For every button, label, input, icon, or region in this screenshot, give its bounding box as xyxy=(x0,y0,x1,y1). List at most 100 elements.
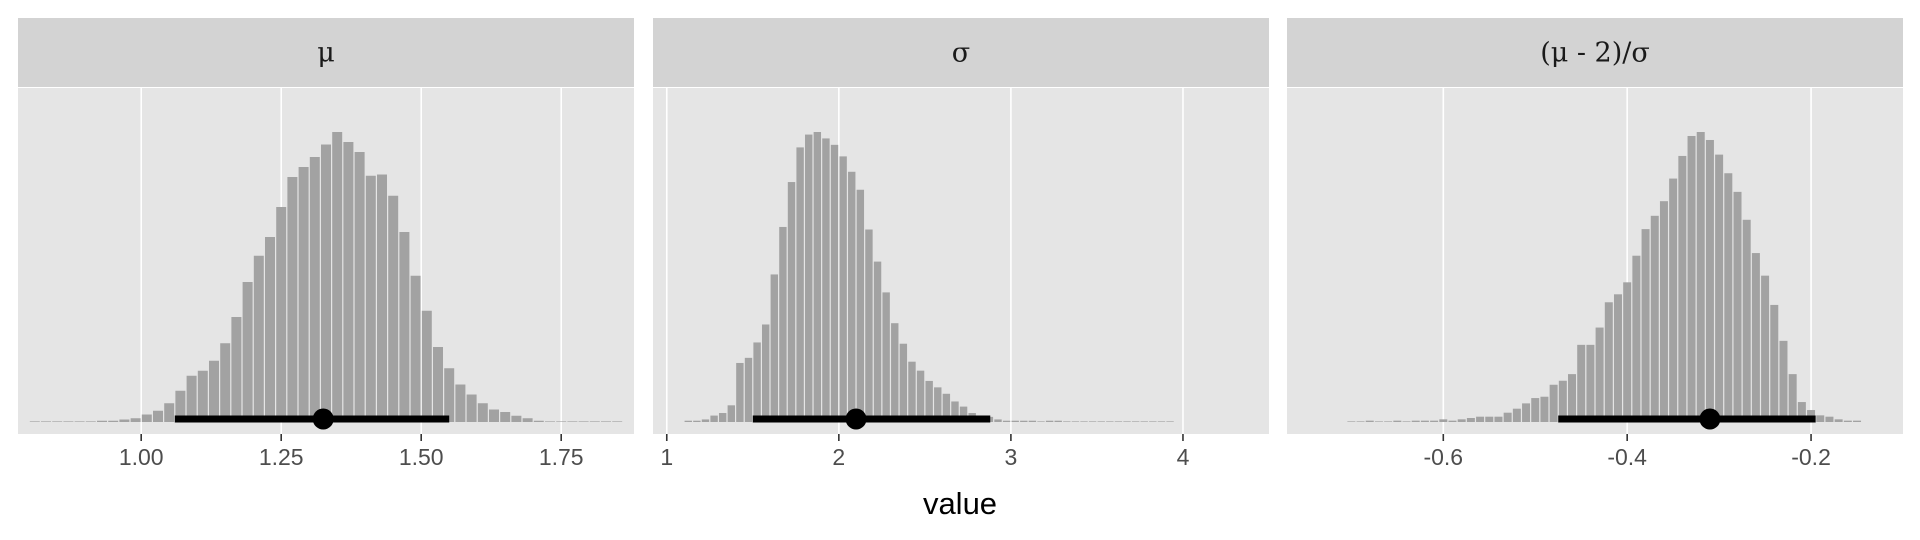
histogram-bar xyxy=(1037,421,1045,422)
histogram-bar xyxy=(1466,418,1475,422)
histogram-bar xyxy=(1430,420,1439,422)
histogram-bar xyxy=(63,421,74,422)
histogram-bar xyxy=(1439,419,1448,422)
histogram-bar xyxy=(1853,420,1862,422)
histogram-bar xyxy=(1586,344,1595,422)
histogram-bar xyxy=(276,207,287,422)
histogram-bar xyxy=(365,175,376,422)
histogram-bar xyxy=(1071,421,1080,422)
x-tick-label: 1.00 xyxy=(119,444,164,470)
histogram-bar xyxy=(1512,408,1521,422)
histogram-bar xyxy=(762,324,770,422)
histogram-bar xyxy=(231,317,242,422)
histogram-bar xyxy=(1114,421,1123,422)
histogram-bar xyxy=(701,419,710,422)
histogram-bar xyxy=(848,171,856,422)
histogram-bar xyxy=(1779,340,1788,422)
facet-panels: μ 1.00 1.25 1.50 1.75 σ 1 2 3 4 (μ - 2)/σ -0.6 -0.4 -… xyxy=(18,18,1903,470)
histogram-bar xyxy=(1080,421,1088,422)
histogram-bar xyxy=(951,401,959,422)
histogram-bar xyxy=(421,310,432,422)
histogram-bar xyxy=(1028,420,1037,422)
histogram-bar xyxy=(332,132,343,422)
histogram-bar xyxy=(601,421,611,422)
histogram-bar xyxy=(1088,421,1097,422)
histogram-bar xyxy=(97,420,107,422)
histogram-bar xyxy=(805,134,813,422)
histogram-bar xyxy=(1063,421,1071,422)
histogram-bar xyxy=(1054,420,1062,422)
histogram-bar xyxy=(388,195,399,422)
histogram-bar xyxy=(684,420,692,422)
histogram-bar xyxy=(1494,416,1503,422)
facet-strip xyxy=(653,18,1269,87)
histogram-bar xyxy=(343,142,354,422)
histogram-bar xyxy=(578,421,589,422)
histogram-bar xyxy=(1715,154,1724,422)
histogram-bar xyxy=(1816,415,1825,422)
facet-strip-label: σ xyxy=(952,38,970,69)
histogram-bar xyxy=(1733,191,1742,422)
histogram-bar xyxy=(74,421,85,422)
histogram-bar xyxy=(130,418,141,422)
histogram-bar xyxy=(865,229,873,422)
panel-background xyxy=(1287,88,1903,434)
histogram-bar xyxy=(839,156,847,422)
histogram-bar xyxy=(1411,420,1420,422)
histogram-bar xyxy=(753,342,761,422)
histogram-bar xyxy=(433,347,443,422)
histogram-bar xyxy=(220,343,231,422)
histogram-bar xyxy=(1149,421,1157,422)
x-axis-title: value xyxy=(923,486,997,521)
histogram-bar xyxy=(1402,421,1411,422)
histogram-bar xyxy=(1140,421,1148,422)
histogram-bar xyxy=(477,403,488,422)
histogram-bar xyxy=(1384,421,1393,422)
histogram-bar xyxy=(1632,255,1641,422)
histogram-bar xyxy=(1157,421,1166,422)
histogram-bar xyxy=(882,292,890,422)
x-tick-label: 2 xyxy=(832,444,845,470)
histogram-bar xyxy=(1705,139,1714,423)
histogram-bar xyxy=(455,384,466,422)
x-tick-label: 1 xyxy=(660,444,673,470)
histogram-bar xyxy=(1503,412,1512,422)
histogram-bar xyxy=(1613,294,1622,422)
x-tick-label: 1.25 xyxy=(259,444,304,470)
histogram-bar xyxy=(377,174,387,422)
histogram-bar xyxy=(321,144,331,422)
histogram-bar xyxy=(744,357,753,422)
histogram-bar xyxy=(1604,302,1613,422)
x-tick-label: 4 xyxy=(1177,444,1190,470)
x-tick-label: -0.6 xyxy=(1423,444,1463,470)
histogram-bar xyxy=(1020,420,1028,422)
histogram-bar xyxy=(1751,253,1760,422)
histogram-bar xyxy=(489,409,499,422)
histogram-bar xyxy=(1123,421,1131,422)
histogram-bar xyxy=(1650,215,1659,422)
histogram-bar xyxy=(925,380,933,422)
histogram-bar xyxy=(796,147,804,422)
histogram-bar xyxy=(873,261,882,422)
histogram-bar xyxy=(1002,420,1011,422)
histogram-bar xyxy=(1097,421,1105,422)
histogram-bar xyxy=(934,387,942,422)
histogram-bar xyxy=(511,415,522,422)
histogram-bar xyxy=(242,282,253,422)
histogram-bar xyxy=(1797,402,1806,422)
histogram-bar xyxy=(1623,282,1632,422)
histogram-bar xyxy=(1374,421,1383,422)
facet-panel: (μ - 2)/σ -0.6 -0.4 -0.2 xyxy=(1287,18,1903,470)
histogram-bar xyxy=(1420,420,1429,422)
histogram-bar xyxy=(466,394,477,422)
histogram-bar xyxy=(1761,275,1770,422)
histogram-bar xyxy=(822,138,830,422)
histogram-bar xyxy=(589,421,600,422)
histogram-bar xyxy=(612,421,623,422)
histogram-bar xyxy=(141,414,152,422)
histogram-bar xyxy=(1356,421,1365,422)
x-tick-label: -0.2 xyxy=(1791,444,1831,470)
histogram-bar xyxy=(718,413,727,422)
histogram-bar xyxy=(545,421,555,422)
